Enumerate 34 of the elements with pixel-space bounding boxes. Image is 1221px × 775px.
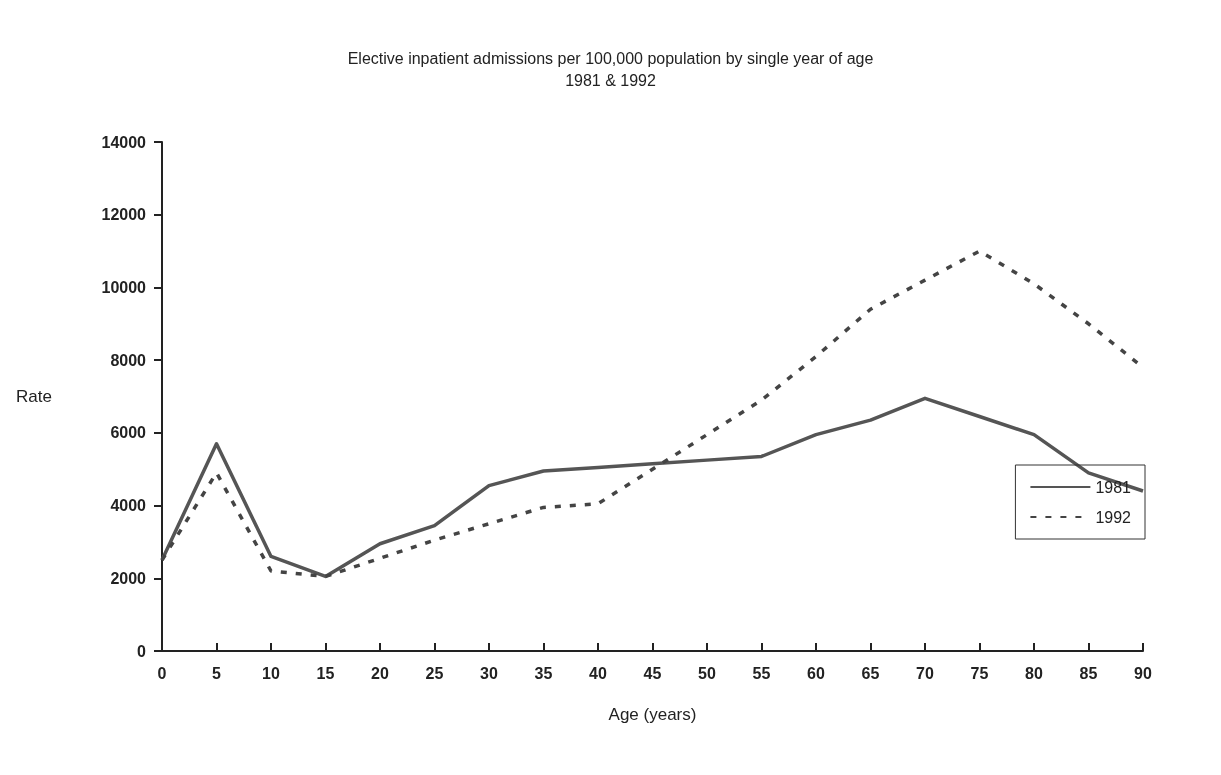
x-axis-title: Age (years) bbox=[608, 705, 697, 724]
x-tick-label: 50 bbox=[698, 664, 716, 682]
y-tick-label: 2000 bbox=[110, 569, 147, 587]
y-tick-label: 14000 bbox=[101, 133, 147, 151]
x-tick-label: 70 bbox=[916, 664, 934, 682]
x-tick-label: 25 bbox=[425, 664, 444, 682]
chart-subtitle: 1981 & 1992 bbox=[565, 71, 656, 89]
x-tick-label: 80 bbox=[1025, 664, 1043, 682]
x-tick-label: 20 bbox=[371, 664, 389, 682]
y-tick-label: 10000 bbox=[101, 278, 147, 296]
x-tick-label: 15 bbox=[316, 664, 335, 682]
x-tick-label: 65 bbox=[861, 664, 880, 682]
y-tick-label: 8000 bbox=[110, 351, 147, 369]
y-tick-label: 6000 bbox=[110, 424, 147, 442]
x-tick-label: 85 bbox=[1079, 664, 1098, 682]
legend-label: 1992 bbox=[1095, 508, 1132, 526]
y-axis-title: Rate bbox=[16, 387, 52, 406]
x-tick-label: 60 bbox=[807, 664, 825, 682]
x-tick-label: 75 bbox=[970, 664, 989, 682]
x-tick-label: 0 bbox=[157, 664, 167, 682]
x-tick-label: 90 bbox=[1134, 664, 1152, 682]
x-tick-label: 40 bbox=[589, 664, 607, 682]
legend-label: 1981 bbox=[1095, 478, 1132, 496]
x-tick-label: 35 bbox=[534, 664, 553, 682]
y-tick-label: 0 bbox=[137, 642, 147, 660]
x-tick-label: 55 bbox=[752, 664, 771, 682]
x-tick-label: 45 bbox=[643, 664, 662, 682]
y-tick-label: 12000 bbox=[101, 206, 147, 224]
x-tick-label: 10 bbox=[262, 664, 280, 682]
chart-title: Elective inpatient admissions per 100,000 population by single year of age bbox=[347, 49, 874, 67]
x-tick-label: 5 bbox=[212, 664, 222, 682]
x-tick-label: 30 bbox=[480, 664, 498, 682]
line-series bbox=[160, 396, 1145, 579]
y-tick-label: 4000 bbox=[110, 497, 147, 515]
